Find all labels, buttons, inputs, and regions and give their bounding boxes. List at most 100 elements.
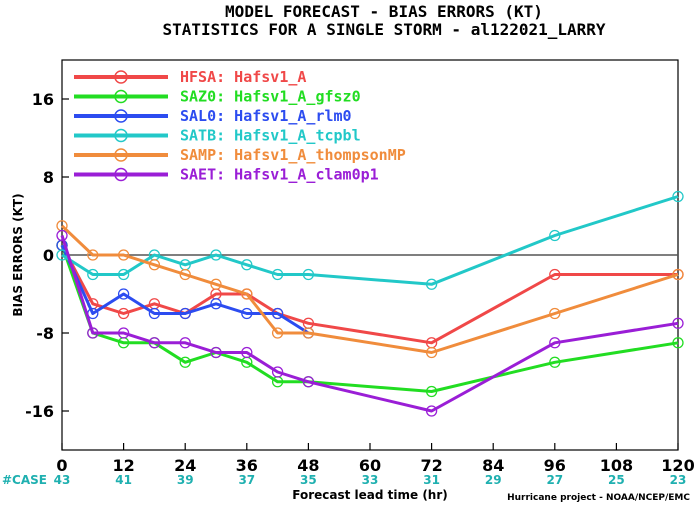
data-point <box>179 356 191 368</box>
data-point <box>241 307 253 320</box>
data-point <box>271 366 284 378</box>
case-count: 39 <box>177 473 194 487</box>
case-count: 43 <box>54 473 71 487</box>
chart-title: MODEL FORECAST - BIAS ERRORS (KT) <box>225 2 543 21</box>
data-point <box>210 249 222 261</box>
data-point <box>210 346 222 359</box>
data-point <box>425 346 438 359</box>
data-point <box>241 288 253 300</box>
data-point <box>148 337 161 349</box>
data-point <box>672 337 684 349</box>
credit-text: Hurricane project - NOAA/NCEP/EMC <box>507 493 690 503</box>
x-tick-label: 108 <box>600 456 633 475</box>
data-point <box>672 268 684 281</box>
legend-swatch-marker <box>114 109 128 123</box>
data-point <box>302 268 315 281</box>
data-point <box>87 327 99 339</box>
data-point <box>549 337 561 349</box>
legend-label: SAL0: Hafsv1_A_rlm0 <box>180 107 352 125</box>
data-point <box>241 259 253 271</box>
data-point <box>210 278 222 290</box>
data-point <box>271 307 284 320</box>
data-point <box>148 307 161 320</box>
legend-item: HFSA: Hafsv1_A <box>74 68 306 86</box>
series-line <box>61 195 679 286</box>
data-point <box>271 268 284 281</box>
series-line <box>60 244 310 335</box>
series-layer <box>56 190 684 417</box>
data-point <box>271 327 284 339</box>
case-count: 29 <box>485 473 502 487</box>
data-point <box>117 307 130 320</box>
data-point <box>117 268 130 281</box>
legend-item: SAZ0: Hafsv1_A_gfsz0 <box>74 88 361 106</box>
data-point <box>56 229 68 242</box>
y-tick-label: -16 <box>25 402 54 421</box>
legend-label: SAET: Hafsv1_A_clam0p1 <box>180 166 379 184</box>
legend-label: SAZ0: Hafsv1_A_gfsz0 <box>180 88 361 106</box>
data-point <box>117 288 130 300</box>
series-6 <box>56 229 684 417</box>
x-axis-label: Forecast lead time (hr) <box>292 488 448 502</box>
legend: HFSA: Hafsv1_A SAZ0: Hafsv1_A_gfsz0SAL0: … <box>74 68 406 184</box>
chart-subtitle: STATISTICS FOR A SINGLE STORM - al122021… <box>162 20 605 39</box>
legend-label: SATB: Hafsv1_A_tcpbl <box>180 127 361 145</box>
legend-swatch-marker <box>114 70 128 84</box>
case-count: 25 <box>608 473 625 487</box>
x-tick-label: 96 <box>544 456 566 475</box>
case-count: 23 <box>670 473 687 487</box>
legend-swatch-marker <box>114 128 128 143</box>
case-count: 27 <box>546 473 563 487</box>
x-tick-label: 72 <box>420 456 442 475</box>
legend-item: SATB: Hafsv1_A_tcpbl <box>74 127 361 145</box>
data-point <box>302 327 315 339</box>
data-point <box>549 356 561 368</box>
x-tick-label: 0 <box>56 456 67 475</box>
case-label: #CASE <box>2 473 47 487</box>
data-point <box>148 259 161 271</box>
x-axis-ticks: 0 12 24 36 48 60 72 84 96 108 120 <box>56 443 695 475</box>
legend-swatch-marker <box>114 148 128 162</box>
data-point <box>87 249 99 261</box>
data-point <box>549 307 561 320</box>
x-tick-label: 48 <box>297 456 319 475</box>
series-line <box>60 235 679 413</box>
x-tick-label: 36 <box>236 456 258 475</box>
legend-swatch-marker <box>114 89 128 104</box>
y-axis-label: BIAS ERRORS (KT) <box>11 193 25 316</box>
y-axis-ticks: -16 -8 0 8 16 <box>25 90 69 421</box>
case-count: 41 <box>115 473 132 487</box>
data-point <box>210 298 222 310</box>
series-4 <box>56 190 684 290</box>
case-counts: #CASE 43 41 39 37 35 33 31 29 27 25 23 <box>2 473 686 487</box>
data-point <box>425 278 438 290</box>
data-point <box>549 229 561 242</box>
legend-swatch-marker <box>114 167 128 182</box>
x-tick-label: 12 <box>112 456 134 475</box>
data-point <box>179 268 191 281</box>
legend-item: SAL0: Hafsv1_A_rlm0 <box>74 107 352 125</box>
data-point <box>117 327 130 339</box>
y-tick-label: 16 <box>32 90 54 109</box>
case-count: 31 <box>423 473 440 487</box>
x-tick-label: 84 <box>482 456 504 475</box>
legend-item: SAMP: Hafsv1_A_thompsonMP <box>74 146 406 164</box>
y-tick-label: 8 <box>43 168 54 187</box>
data-point <box>425 385 438 398</box>
x-tick-label: 60 <box>359 456 381 475</box>
y-tick-label: -8 <box>36 324 54 343</box>
data-point <box>179 337 191 349</box>
series-5 <box>56 220 684 359</box>
data-point <box>179 307 191 320</box>
x-tick-label: 24 <box>174 456 196 475</box>
data-point <box>302 376 315 388</box>
legend-item: SAET: Hafsv1_A_clam0p1 <box>74 166 379 184</box>
y-tick-label: 0 <box>43 246 54 265</box>
data-point <box>241 346 253 359</box>
case-count: 37 <box>238 473 255 487</box>
data-point <box>672 190 684 203</box>
data-point <box>87 268 99 281</box>
legend-label: SAMP: Hafsv1_A_thompsonMP <box>180 146 406 164</box>
data-point <box>425 405 438 417</box>
